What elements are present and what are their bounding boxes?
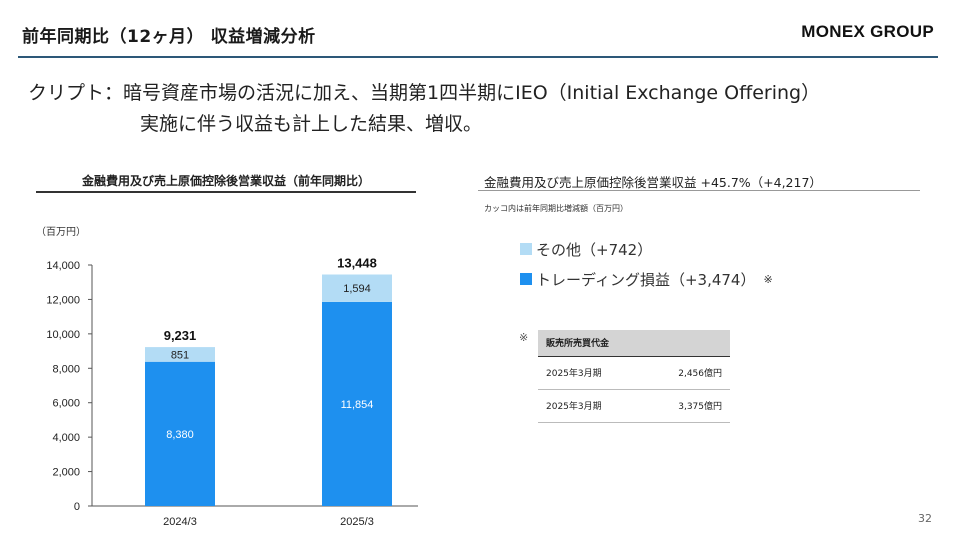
reference-header: 販売所売買代金 — [538, 330, 730, 357]
legend-item-other: その他（+742） — [520, 238, 773, 260]
y-tick-label: 12,000 — [46, 294, 80, 306]
reference-amount: 3,375億円 — [643, 389, 730, 423]
reference-table: 販売所売買代金 2025年3月期 2,456億円 2025年3月期 3,375億… — [538, 330, 730, 423]
bar-other — [322, 274, 392, 302]
table-row: 2025年3月期 2,456億円 — [538, 356, 730, 390]
x-tick-label: 2024/3 — [163, 516, 197, 528]
y-tick-label: 2,000 — [52, 467, 80, 479]
y-tick-label: 8,000 — [52, 363, 80, 375]
bar-trading — [145, 361, 215, 506]
legend-label-trading: トレーディング損益（+3,474） — [536, 270, 756, 289]
revenue-bar-chart: （百万円） 0 2,000 4,000 6,000 8,000 10,000 12,000 1… — [36, 226, 418, 528]
bar-label-trading: 8,380 — [166, 429, 194, 441]
y-tick-label: 0 — [74, 501, 80, 513]
breakdown-divider — [478, 190, 920, 191]
table-row: 2025年3月期 3,375億円 — [538, 389, 730, 423]
reference-period: 2025年3月期 — [538, 389, 644, 423]
bar-total-label: 13,448 — [337, 256, 377, 271]
y-axis-unit: （百万円） — [36, 226, 86, 238]
bar-label-trading: 11,854 — [341, 399, 374, 411]
reference-header-row: 販売所売買代金 — [538, 330, 730, 357]
summary-text: クリプト：暗号資産市場の活況に加え、当期第1四半期にIEO（Initial Ex… — [28, 78, 933, 140]
reference-amount: 2,456億円 — [643, 356, 730, 390]
y-tick-label: 6,000 — [52, 398, 80, 410]
y-tick-label: 10,000 — [46, 329, 80, 341]
chart-title: 金融費用及び売上原価控除後営業収益（前年同期比） — [81, 174, 370, 188]
bar-trading — [322, 301, 392, 506]
summary-line-1: クリプト：暗号資産市場の活況に加え、当期第1四半期にIEO（Initial Ex… — [28, 82, 821, 104]
breakdown-title: 金融費用及び売上原価控除後営業収益 +45.7%（+4,217） — [484, 175, 822, 190]
page-title: 前年同期比（12ヶ月） 収益増減分析 — [22, 27, 316, 47]
chart-title-divider — [36, 191, 416, 193]
legend-label-other: その他（+742） — [536, 240, 653, 259]
summary-line-2: 実施に伴う収益も計上した結果、増収。 — [140, 113, 483, 135]
bar-other — [145, 347, 215, 362]
y-tick-label: 4,000 — [52, 432, 80, 444]
legend-item-trading: トレーディング損益（+3,474） ※ — [520, 268, 773, 290]
bar-label-other: 851 — [171, 349, 189, 361]
reference-mark: ※ — [519, 331, 529, 344]
brand-logo: MONEX GROUP — [801, 22, 934, 41]
page-number: 32 — [918, 512, 932, 525]
header-divider — [18, 56, 938, 58]
breakdown-note: カッコ内は前年同期比増減額（百万円） — [484, 204, 628, 213]
x-tick-label: 2025/3 — [340, 516, 374, 528]
reference-period: 2025年3月期 — [538, 356, 644, 390]
legend-note-mark: ※ — [763, 272, 773, 286]
y-tick-label: 14,000 — [46, 260, 80, 272]
legend-swatch-other — [520, 243, 532, 255]
bar-label-other: 1,594 — [343, 283, 371, 295]
bar-total-label: 9,231 — [164, 328, 197, 343]
legend: その他（+742） トレーディング損益（+3,474） ※ — [520, 238, 773, 290]
legend-swatch-trading — [520, 273, 532, 285]
